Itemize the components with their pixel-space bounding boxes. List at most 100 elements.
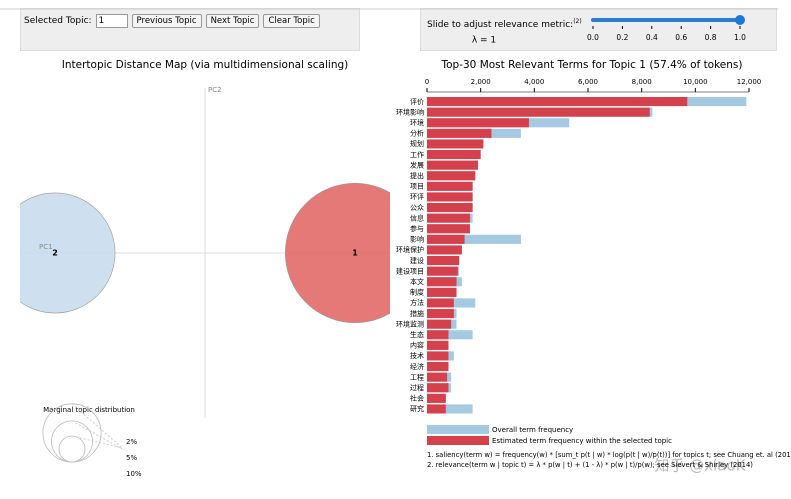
bar <box>427 192 473 202</box>
term-label: 技术 <box>410 351 424 360</box>
bar <box>427 139 484 149</box>
bar <box>427 277 457 287</box>
bar <box>427 107 650 117</box>
slider-tick-label: 0.6 <box>675 33 687 42</box>
topic-controls: Selected Topic: 1 Previous Topic Next To… <box>24 14 320 28</box>
prev-button[interactable]: Previous Topic <box>131 14 202 28</box>
legend-swatch <box>427 425 489 434</box>
bar <box>427 383 449 393</box>
term-label: 发展 <box>410 160 424 169</box>
bar <box>427 256 460 266</box>
term-label: 本文 <box>410 277 424 286</box>
bar <box>427 330 449 340</box>
x-tick-label: 4,000 <box>524 78 544 86</box>
next-button[interactable]: Next Topic <box>205 14 260 28</box>
x-tick-label: 10,000 <box>683 78 708 86</box>
topic-input[interactable]: 1 <box>95 14 128 28</box>
bar <box>427 234 465 244</box>
bar <box>427 234 521 244</box>
term-label: 措施 <box>410 309 424 318</box>
term-label: 研究 <box>410 404 424 413</box>
footnote: 2. relevance(term w | topic t) = λ * p(w… <box>427 461 753 469</box>
topic-label: 1 <box>352 249 358 258</box>
x-tick-label: 2,000 <box>471 78 491 86</box>
slider-panel <box>420 8 777 51</box>
slider-handle <box>735 15 745 25</box>
bar <box>427 213 470 223</box>
bar <box>427 171 476 181</box>
x-tick-label: 0 <box>425 78 429 86</box>
x-tick-label: 6,000 <box>578 78 598 86</box>
legend-label: Estimated term frequency within the sele… <box>492 437 672 445</box>
bar <box>427 319 452 329</box>
bar <box>427 245 462 255</box>
bar <box>427 150 481 160</box>
pc1-label: PC1 <box>39 243 53 251</box>
bar <box>427 393 446 403</box>
term-label: 过程 <box>410 383 424 392</box>
topic-label: 2 <box>52 249 58 258</box>
term-label: 分析 <box>410 129 424 138</box>
term-label: 环境监测 <box>396 319 424 328</box>
bar <box>427 160 478 170</box>
bar <box>427 404 473 414</box>
size-legend-label: 10% <box>126 470 142 478</box>
term-label: 环评 <box>410 193 424 201</box>
term-label: 规划 <box>410 139 424 148</box>
term-label: 生态 <box>410 330 424 339</box>
bar <box>427 372 448 382</box>
bar <box>427 340 449 350</box>
size-legend-circle <box>58 435 86 463</box>
slider-tick-label: 0.4 <box>646 33 658 42</box>
term-label: 提出 <box>410 171 424 180</box>
bar-title: Top-30 Most Relevant Terms for Topic 1 (… <box>440 59 742 71</box>
x-tick-label: 8,000 <box>632 78 652 86</box>
slider-tick-label: 1.0 <box>734 33 746 42</box>
term-label: 经济 <box>410 362 424 371</box>
bar <box>427 309 454 319</box>
bar <box>427 330 473 340</box>
term-label: 环境保护 <box>396 245 424 254</box>
slider-tick-label: 0.2 <box>616 33 628 42</box>
footnote: 1. saliency(term w) = frequency(w) * [su… <box>427 451 791 459</box>
size-legend-leader <box>71 403 123 449</box>
term-label: 信息 <box>410 213 424 222</box>
term-label: 方法 <box>410 298 424 307</box>
slider-label-text: Slide to adjust relevance metric: <box>427 20 573 30</box>
map-area <box>20 88 390 418</box>
bar <box>427 128 492 138</box>
x-tick-label: 12,000 <box>737 78 762 86</box>
term-label: 工程 <box>410 372 424 381</box>
term-label: 建设项目 <box>396 266 424 275</box>
topic-bubble <box>285 183 390 323</box>
term-label: 环境 <box>410 118 424 127</box>
term-label: 环境影响 <box>396 107 424 116</box>
term-label: 项目 <box>410 183 424 191</box>
size-legend-title: Marginal topic distribution <box>43 406 135 414</box>
topic-label: Selected Topic: <box>24 16 92 26</box>
bar <box>427 266 458 276</box>
term-label: 社会 <box>410 394 424 403</box>
bar <box>427 97 688 107</box>
slider-note: (2) <box>573 18 582 25</box>
size-legend-leader <box>71 435 123 449</box>
slider-tick-label: 0.8 <box>705 33 717 42</box>
bar <box>427 224 470 234</box>
lambda-label: λ = 1 <box>472 36 496 46</box>
bar <box>427 362 449 372</box>
slider-tick-label: 0.0 <box>587 33 599 42</box>
term-label: 工作 <box>410 150 424 159</box>
bar <box>427 351 449 361</box>
slider-label: Slide to adjust relevance metric:(2) <box>427 18 582 30</box>
bar <box>427 404 446 414</box>
legend-swatch <box>427 436 489 445</box>
size-legend-circle <box>51 420 93 463</box>
clear-button[interactable]: Clear Topic <box>263 14 320 28</box>
size-legend-leader <box>71 420 123 450</box>
bar <box>427 287 457 297</box>
term-label: 制度 <box>410 288 424 297</box>
term-label: 公众 <box>410 204 424 212</box>
bar <box>427 203 473 213</box>
